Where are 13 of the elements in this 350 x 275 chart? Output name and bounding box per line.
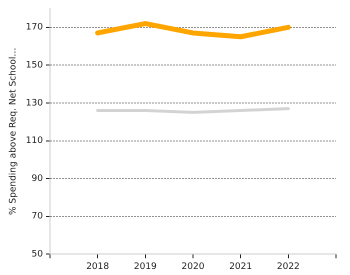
y-tick-label: 50 bbox=[32, 250, 44, 260]
y-tick-label: 70 bbox=[32, 212, 44, 222]
x-tick-label: 2019 bbox=[134, 262, 158, 272]
y-tick-label: 110 bbox=[26, 136, 44, 146]
x-tick-label: 2021 bbox=[229, 262, 252, 272]
y-tick-label: 130 bbox=[26, 98, 44, 108]
y-tick-label: 90 bbox=[32, 174, 44, 184]
y-axis-title: % Spending above Req. Net School… bbox=[8, 48, 19, 215]
x-tick-label: 2022 bbox=[276, 262, 300, 272]
y-tick-label: 150 bbox=[26, 60, 44, 70]
x-tick-label: 2018 bbox=[86, 262, 110, 272]
y-tick-label: 170 bbox=[26, 22, 44, 33]
x-tick-label: 2020 bbox=[182, 262, 205, 272]
